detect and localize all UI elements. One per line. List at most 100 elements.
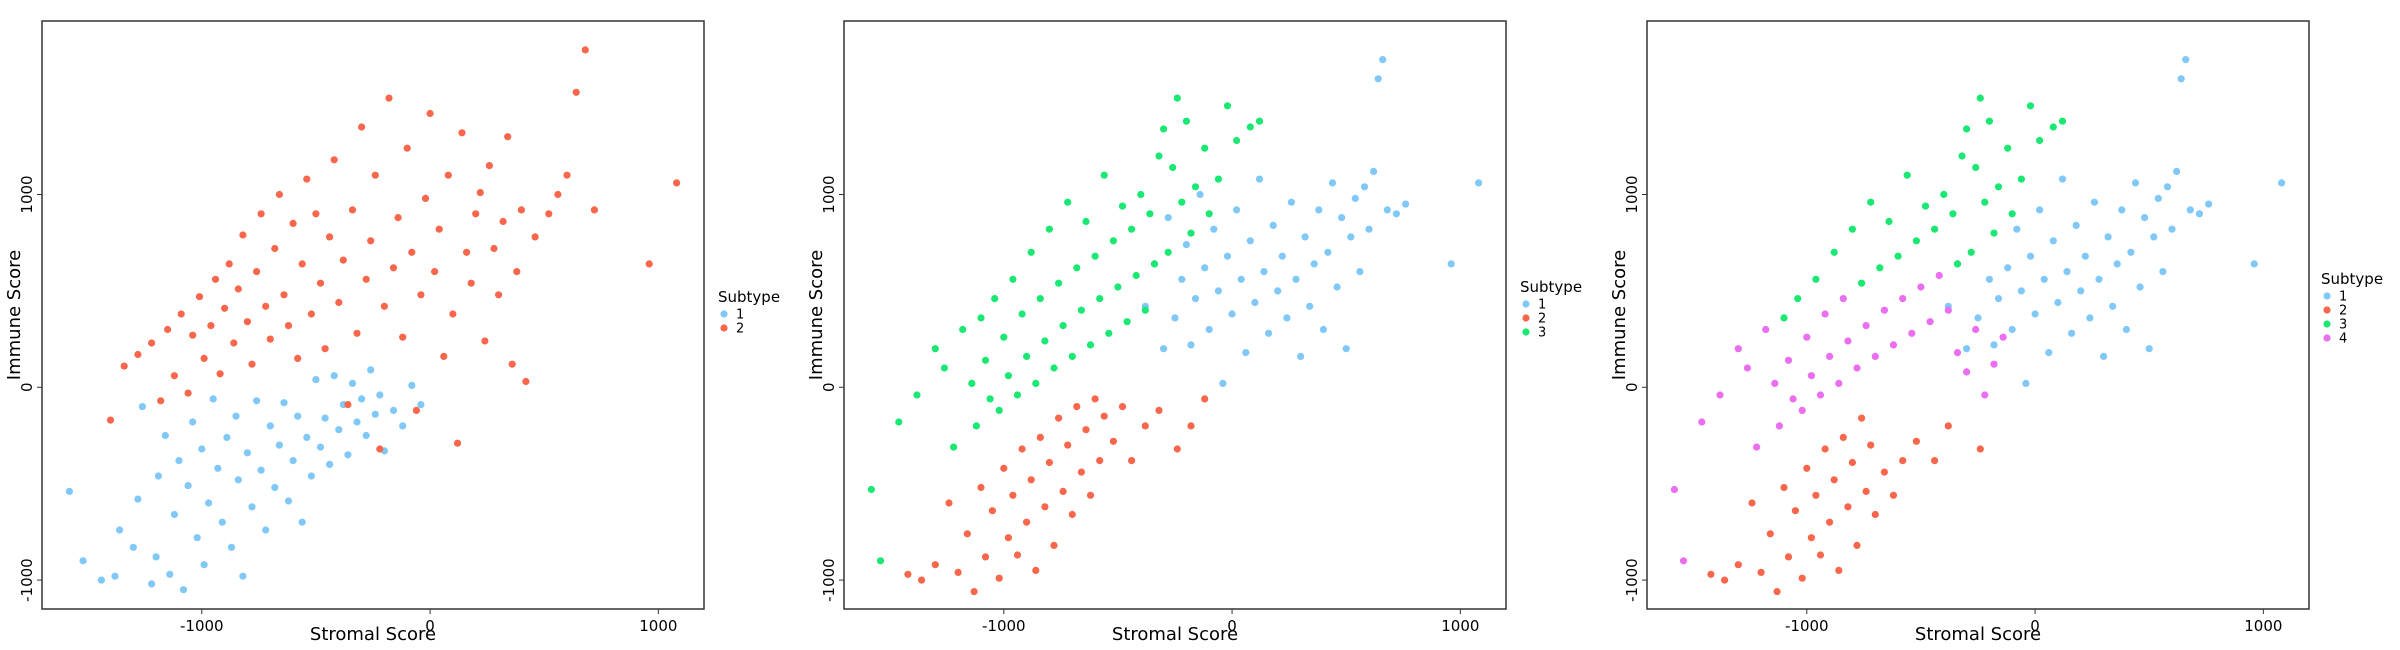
data-point <box>1228 310 1236 318</box>
data-point <box>1260 268 1268 276</box>
data-point <box>403 144 411 152</box>
data-point <box>179 586 188 594</box>
data-point <box>1775 422 1783 430</box>
data-point <box>1064 441 1072 449</box>
data-point <box>1721 576 1729 584</box>
data-point <box>1055 279 1063 287</box>
data-point <box>209 395 217 403</box>
data-point <box>253 268 261 276</box>
data-point <box>1000 464 1008 472</box>
data-point <box>1301 233 1309 241</box>
legend-key <box>1522 328 1530 336</box>
data-point <box>1105 329 1113 337</box>
data-point <box>2250 260 2258 268</box>
data-point <box>1698 418 1706 426</box>
data-point <box>227 543 236 551</box>
y-tick-label: 0 <box>18 383 36 393</box>
data-point <box>1205 210 1213 218</box>
data-point <box>1128 457 1136 465</box>
data-point <box>1867 198 1875 206</box>
data-point <box>116 526 124 534</box>
x-tick-label: 0 <box>1227 617 1237 635</box>
data-point <box>1963 125 1971 133</box>
data-point <box>348 379 357 387</box>
data-point <box>1118 202 1127 210</box>
data-point <box>931 345 939 353</box>
data-point <box>380 302 388 310</box>
data-point <box>1798 406 1806 414</box>
y-tick-label: -1000 <box>820 558 838 602</box>
data-point <box>1347 233 1355 241</box>
data-point <box>1297 352 1305 360</box>
data-point <box>895 418 903 426</box>
data-point <box>1018 310 1026 318</box>
data-point <box>232 412 240 420</box>
data-point <box>545 210 553 218</box>
data-point <box>2173 167 2181 175</box>
data-point <box>326 233 334 241</box>
data-point <box>2090 198 2098 206</box>
data-point <box>1899 295 1907 303</box>
data-point <box>1132 271 1140 280</box>
data-point <box>1835 566 1843 575</box>
data-point <box>1985 275 1993 283</box>
data-point <box>1944 422 1952 430</box>
data-point <box>1013 391 1022 399</box>
data-point <box>1830 248 1838 256</box>
data-point <box>1871 510 1879 519</box>
data-point <box>867 485 876 494</box>
data-point <box>1342 345 1350 353</box>
data-point <box>2013 225 2021 233</box>
data-point <box>1762 325 1770 334</box>
data-point <box>1160 345 1168 353</box>
data-point <box>1191 183 1200 191</box>
data-point <box>2054 298 2062 307</box>
data-point <box>1082 426 1090 434</box>
data-point <box>280 399 288 407</box>
data-point <box>207 322 215 330</box>
data-point <box>2063 268 2071 276</box>
data-point <box>358 123 366 131</box>
data-point <box>913 391 921 399</box>
data-point <box>522 377 530 386</box>
data-point <box>1055 414 1063 422</box>
data-point <box>1999 333 2007 341</box>
data-point <box>243 318 251 326</box>
legend: Subtype 12 <box>718 288 780 337</box>
data-point <box>1766 530 1774 538</box>
data-point <box>120 362 128 370</box>
data-point <box>294 354 302 362</box>
data-point <box>2058 175 2067 183</box>
data-point <box>1255 117 1264 125</box>
data-point <box>1871 352 1879 360</box>
data-point <box>1821 310 1829 318</box>
data-point <box>417 401 425 409</box>
data-point <box>1880 468 1888 476</box>
data-point <box>1967 248 1975 256</box>
data-point <box>1059 487 1067 495</box>
data-point <box>1383 206 1391 214</box>
data-point <box>289 219 297 227</box>
data-point <box>1036 295 1044 303</box>
data-point <box>2004 144 2012 152</box>
data-point <box>195 293 204 301</box>
data-point <box>353 418 361 426</box>
x-tick-label: 0 <box>2030 617 2040 635</box>
data-point <box>1812 275 1820 283</box>
data-point <box>1027 248 1035 256</box>
data-point <box>1392 210 1400 218</box>
data-point <box>1921 202 1930 210</box>
data-point <box>330 372 338 380</box>
data-point <box>1041 503 1049 511</box>
data-point <box>284 497 293 505</box>
data-point <box>1994 183 2003 191</box>
data-point <box>1858 279 1866 287</box>
data-point <box>1169 163 1177 172</box>
data-point <box>513 268 521 276</box>
data-point <box>1109 437 1117 445</box>
plot-border-1 <box>41 20 705 610</box>
data-point <box>152 553 160 561</box>
data-point <box>2109 302 2117 310</box>
data-point <box>970 588 978 596</box>
